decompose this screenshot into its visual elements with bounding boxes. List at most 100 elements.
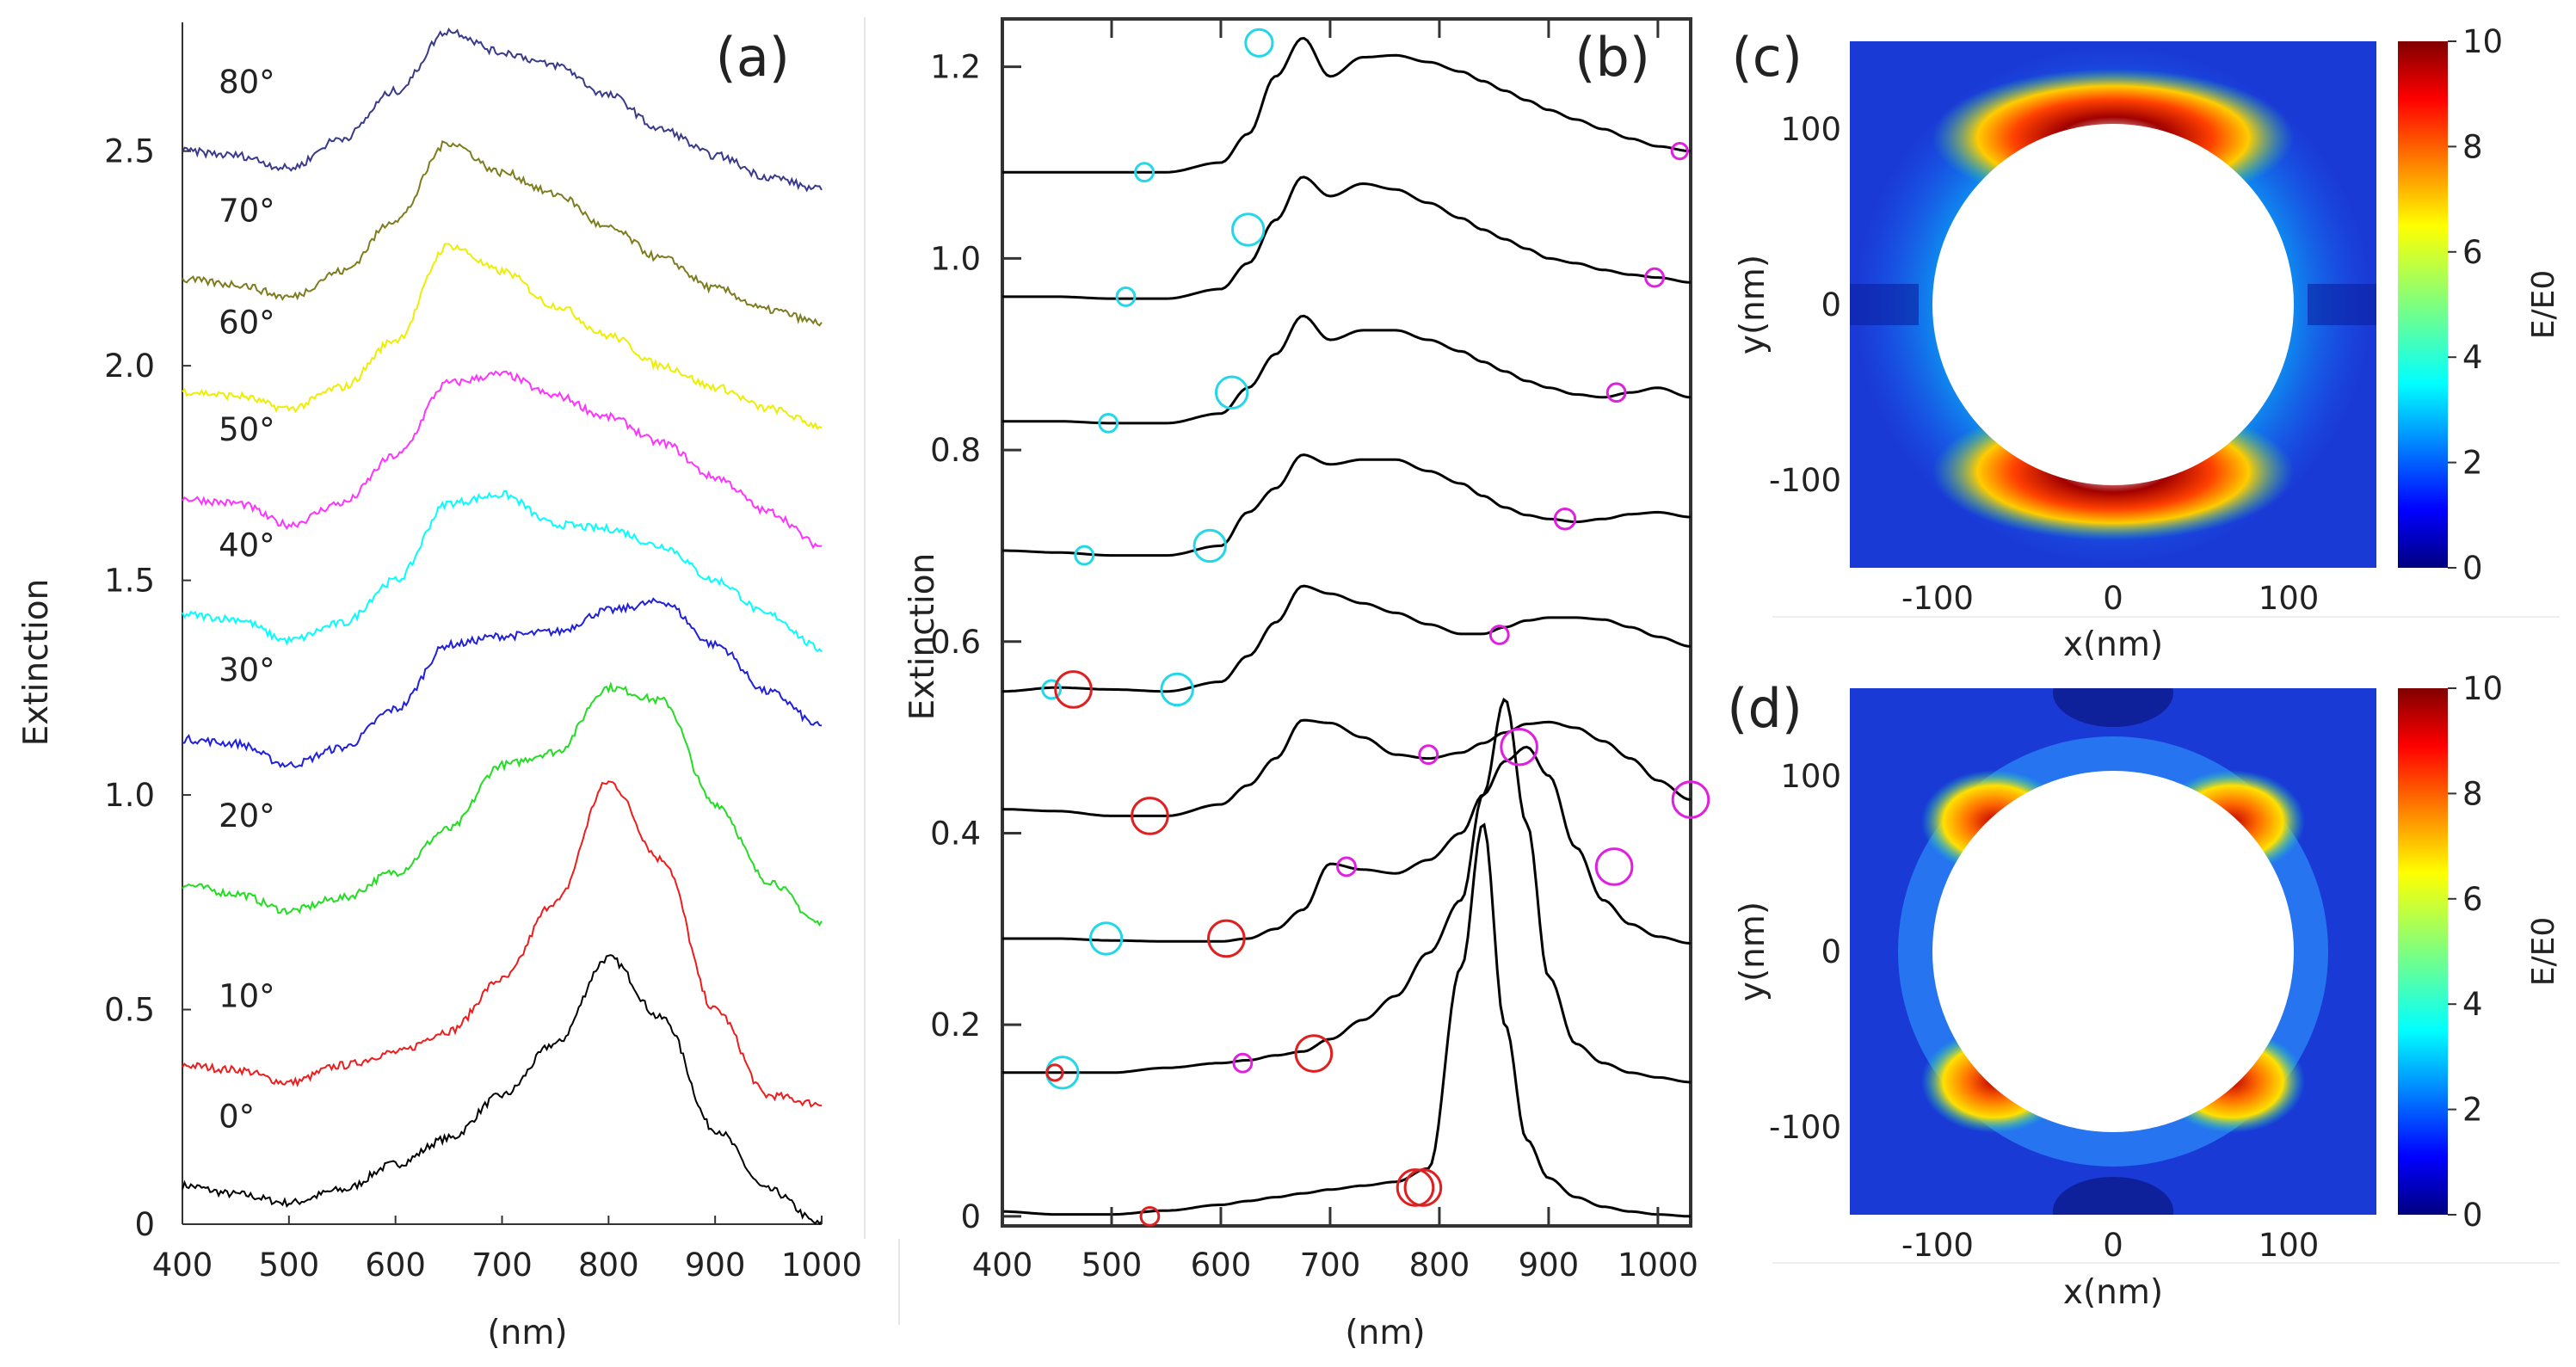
panel-b-x-tick-3: 700 [1300, 1247, 1361, 1284]
panel-d-colorbar-tick-0: 10 [2462, 670, 2503, 707]
panel-b-marker-cyan-6 [1192, 528, 1227, 563]
panel-b-marker-cyan-10 [1088, 921, 1124, 956]
panel-b-label: (b) [1575, 26, 1650, 89]
panel-d: -100 0 100 100 0 -100 10 8 6 4 2 0 (d) x(nm) y(nm)… [1727, 670, 2561, 1312]
panel-b-x-ticks: 400 500 600 700 800 900 1000 [972, 19, 1698, 1284]
panel-c-colorbar-tick-5: 0 [2462, 550, 2483, 587]
panel-b-marker-magenta-6 [1500, 727, 1538, 767]
panel-b-frame [1001, 17, 1692, 1228]
panel-b-x-label: (nm) [1345, 1314, 1425, 1352]
panel-b-marker-cyan-4 [1214, 375, 1249, 409]
panel-b-marker-cyan-2 [1231, 212, 1266, 247]
panel-c-x-label: x(nm) [2063, 625, 2163, 664]
panel-b-y-tick-2: 0.4 [930, 815, 981, 852]
panel-b-curve-5 [1002, 453, 1692, 557]
panel-b-marker-magenta-2 [1605, 382, 1627, 403]
panel-a-y-tick-4: 2.0 [104, 348, 155, 385]
panel-d-dark-bottom [2053, 1177, 2173, 1215]
panel-b-x-tick-4: 800 [1409, 1247, 1470, 1284]
panel-b-marker-magenta-10 [1671, 780, 1710, 819]
panel-b-marker-magenta-4 [1488, 625, 1510, 645]
panel-b-markers [1041, 28, 1710, 1227]
panel-b-curve-1 [1002, 697, 1692, 1084]
panel-a-x-tick-5: 900 [685, 1247, 746, 1284]
panel-b-curve-2 [1002, 745, 1692, 945]
panel-a-series-label-7: 70° [219, 193, 275, 230]
panel-b-y-tick-6: 1.2 [930, 49, 981, 86]
panel-c-colorbar-tick-1: 8 [2462, 128, 2483, 165]
panel-c-label: (c) [1732, 26, 1803, 89]
panel-a-x-tick-1: 500 [259, 1247, 320, 1284]
panel-a-curves [182, 28, 823, 1225]
panel-c-colorbar [2398, 41, 2448, 568]
panel-b-curve-8 [1002, 36, 1692, 174]
panel-b-marker-red-3 [1294, 1034, 1334, 1073]
panel-b-marker-red-4 [1045, 1063, 1064, 1082]
panel-b-marker-cyan-3 [1115, 286, 1137, 307]
panel-d-y-tick-2: -100 [1769, 1109, 1841, 1146]
panel-a-y-tick-3: 1.5 [104, 563, 155, 600]
panel-c-x-tick-2: 100 [2259, 580, 2320, 617]
panel-b-marker-red-2 [1207, 919, 1246, 958]
panel-b-marker-magenta-3 [1553, 508, 1577, 531]
panel-a-curve-6 [182, 243, 823, 430]
panel-b-x-tick-0: 400 [972, 1247, 1033, 1284]
panel-d-colorbar-ticks: 10 8 6 4 2 0 [2448, 670, 2503, 1234]
panel-d-colorbar-tick-2: 6 [2462, 881, 2483, 918]
panel-d-x-tick-0: -100 [1901, 1227, 1974, 1264]
panel-d-y-tick-1: 0 [1821, 933, 1841, 970]
panel-b-marker-magenta-0 [1670, 142, 1689, 161]
panel-b-curve-0 [1002, 822, 1692, 1218]
panel-b-curve-6 [1002, 314, 1692, 425]
panel-d-colorbar-tick-4: 2 [2462, 1092, 2483, 1129]
panel-d-colorbar-tick-5: 0 [2462, 1197, 2483, 1234]
panel-d-x-tick-1: 0 [2103, 1227, 2123, 1264]
panel-a-y-tick-1: 0.5 [104, 992, 155, 1029]
panel-c-axis-ticks: -100 0 100 100 0 -100 [1769, 111, 2319, 617]
panel-b-curve-7 [1002, 175, 1692, 300]
panel-a-y-label: Extinction [17, 579, 56, 747]
panel-b-curves [1001, 36, 1692, 1218]
panel-a-x-tick-6: 1000 [781, 1247, 862, 1284]
panel-d-y-tick-0: 100 [1780, 758, 1841, 795]
panel-c-colorbar-tick-2: 6 [2462, 234, 2483, 271]
panel-b-y-tick-1: 0.2 [930, 1007, 981, 1044]
panel-b-marker-cyan-8 [1160, 672, 1194, 707]
panel-d-colorbar-tick-1: 8 [2462, 775, 2483, 812]
panel-c-colorbar-label: E/E0 [2526, 270, 2561, 340]
panel-a-y-ticks: 0 0.5 1.0 1.5 2.0 2.5 [104, 133, 191, 1243]
panel-c-y-tick-0: 100 [1780, 111, 1841, 148]
panel-a-curve-4 [182, 490, 823, 653]
panel-a-series-labels: 0° 10° 20° 30° 40° 50° 60° 70° 80° [219, 64, 275, 1135]
panel-b-marker-magenta-8 [1594, 847, 1634, 886]
panel-b-marker-cyan-7 [1074, 545, 1095, 566]
panel-b-marker-red-6 [1403, 1168, 1443, 1207]
panel-a-series-label-0: 0° [219, 1098, 255, 1135]
panel-b-marker-red-5 [1139, 1205, 1161, 1227]
panel-c: -100 0 100 100 0 -100 10 8 6 4 2 0 (c) x(nm) y(nm)… [1732, 23, 2561, 664]
panel-d-colorbar-tick-3: 4 [2462, 986, 2483, 1023]
panel-a: 0° 10° 20° 30° 40° 50° 60° 70° 80° 400 500 600 700 8… [17, 17, 866, 1352]
panel-b-marker-cyan-1 [1134, 162, 1155, 183]
panel-a-series-label-8: 80° [219, 64, 275, 101]
panel-a-y-tick-0: 0 [134, 1206, 155, 1243]
panel-b-marker-magenta-5 [1418, 744, 1439, 766]
panel-a-curve-8 [182, 28, 823, 193]
panel-c-dark-right [2308, 284, 2376, 325]
panel-b-curve-4 [1001, 584, 1692, 693]
panel-a-y-tick-2: 1.0 [104, 777, 155, 814]
panel-a-x-tick-2: 600 [365, 1247, 426, 1284]
panel-b: 400 500 600 700 800 900 1000 0 0.2 0.4 0.6 0.8 1.0 1… [898, 17, 1710, 1352]
panel-a-series-label-3: 30° [219, 651, 275, 688]
panel-a-curve-1 [182, 780, 823, 1108]
panel-b-y-tick-4: 0.8 [930, 432, 981, 469]
panel-b-x-tick-2: 600 [1191, 1247, 1252, 1284]
panel-b-marker-magenta-7 [1336, 856, 1357, 877]
panel-b-curve-3 [1001, 718, 1692, 817]
panel-a-curve-5 [182, 370, 823, 550]
panel-a-series-label-1: 10° [219, 978, 275, 1015]
panel-c-y-label: y(nm) [1734, 255, 1772, 354]
panel-d-x-tick-2: 100 [2259, 1227, 2320, 1264]
panel-d-label: (d) [1727, 677, 1803, 740]
panel-b-y-ticks: 0 0.2 0.4 0.6 0.8 1.0 1.2 [930, 49, 1021, 1235]
